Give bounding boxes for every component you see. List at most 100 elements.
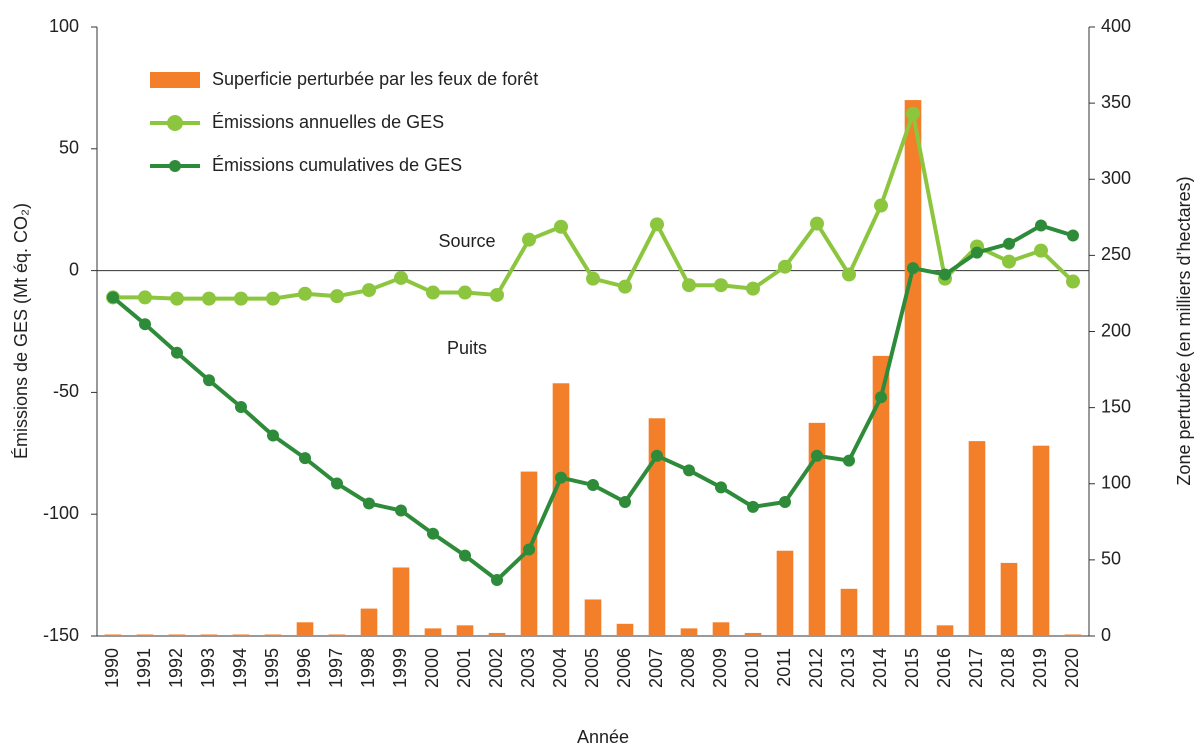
marker: [298, 286, 312, 301]
x-tick-label: 2017: [966, 648, 986, 688]
marker: [682, 278, 696, 293]
marker: [234, 291, 248, 306]
bar: [232, 634, 250, 636]
bar: [712, 622, 730, 636]
marker: [267, 429, 279, 442]
bar: [680, 628, 698, 636]
x-tick-label: 2000: [422, 648, 442, 688]
legend-label: Émissions annuelles de GES: [212, 112, 444, 132]
bar: [1032, 445, 1050, 636]
marker: [1034, 243, 1048, 258]
marker: [875, 391, 887, 404]
x-tick-label: 2008: [678, 648, 698, 688]
marker: [331, 477, 343, 490]
marker: [1002, 254, 1016, 269]
marker: [778, 259, 792, 274]
x-tick-label: 2014: [870, 648, 890, 688]
x-tick-label: 2009: [710, 648, 730, 688]
marker: [714, 278, 728, 293]
x-tick-label: 2007: [646, 648, 666, 688]
x-tick-label: 2020: [1062, 648, 1082, 688]
marker: [458, 285, 472, 300]
legend-label: Superficie perturbée par les feux de for…: [212, 69, 538, 89]
x-tick-label: 1999: [390, 648, 410, 688]
marker: [266, 291, 280, 306]
bar: [360, 608, 378, 636]
legend-swatch: [169, 160, 181, 172]
marker: [779, 496, 791, 509]
marker: [874, 198, 888, 213]
x-tick-label: 1995: [262, 648, 282, 688]
x-tick-label: 2004: [550, 648, 570, 688]
bar: [744, 632, 762, 636]
marker: [1003, 237, 1015, 250]
bar: [328, 634, 346, 636]
marker: [810, 216, 824, 231]
x-tick-label: 2019: [1030, 648, 1050, 688]
x-tick-label: 2018: [998, 648, 1018, 688]
bar: [904, 100, 922, 636]
bar: [392, 567, 410, 636]
x-tick-label: 2012: [806, 648, 826, 688]
marker: [491, 573, 503, 586]
bar: [168, 634, 186, 636]
y2-tick-label: 200: [1101, 320, 1131, 340]
marker: [1035, 219, 1047, 232]
legend-label: Émissions cumulatives de GES: [212, 155, 462, 175]
bar: [584, 599, 602, 636]
y2-tick-label: 0: [1101, 625, 1111, 645]
marker: [842, 267, 856, 282]
legend-swatch: [167, 115, 183, 131]
y-tick-label: -150: [43, 625, 79, 645]
x-tick-label: 1993: [198, 648, 218, 688]
marker: [1067, 229, 1079, 242]
x-tick-label: 2011: [774, 648, 794, 687]
marker: [555, 471, 567, 484]
x-tick-label: 2016: [934, 648, 954, 688]
marker: [650, 217, 664, 232]
bar: [968, 441, 986, 636]
bar: [872, 355, 890, 636]
marker: [618, 279, 632, 294]
bar: [1064, 634, 1082, 636]
marker: [107, 291, 119, 304]
x-tick-label: 1991: [134, 648, 154, 688]
y2-tick-label: 150: [1101, 396, 1131, 416]
marker: [139, 318, 151, 331]
marker: [138, 290, 152, 305]
marker: [619, 496, 631, 509]
bar: [1000, 562, 1018, 636]
y2-tick-label: 350: [1101, 92, 1131, 112]
marker: [490, 287, 504, 302]
marker: [522, 232, 536, 247]
marker: [906, 106, 920, 121]
y2-tick-label: 250: [1101, 244, 1131, 264]
y-tick-label: -50: [53, 381, 79, 401]
marker: [426, 285, 440, 300]
bar: [936, 625, 954, 636]
x-tick-label: 2013: [838, 648, 858, 688]
legend-swatch: [150, 72, 200, 88]
bar: [104, 634, 122, 636]
x-tick-label: 2002: [486, 648, 506, 688]
marker: [811, 449, 823, 462]
annotation: Source: [438, 231, 495, 251]
marker: [746, 281, 760, 296]
y2-tick-label: 400: [1101, 16, 1131, 36]
y-tick-label: 100: [49, 16, 79, 36]
marker: [203, 374, 215, 387]
y2-tick-label: 100: [1101, 473, 1131, 493]
x-tick-label: 2010: [742, 648, 762, 688]
x-tick-label: 2001: [454, 648, 474, 688]
marker: [362, 283, 376, 298]
bar: [488, 632, 506, 636]
x-axis-label: Année: [577, 727, 629, 747]
marker: [330, 289, 344, 304]
annotation: Puits: [447, 338, 487, 358]
bar: [200, 634, 218, 636]
x-tick-label: 1997: [326, 648, 346, 688]
marker: [907, 262, 919, 275]
y2-axis-label: Zone perturbée (en milliers d’hectares): [1174, 176, 1194, 485]
x-tick-label: 1996: [294, 648, 314, 688]
marker: [651, 449, 663, 462]
